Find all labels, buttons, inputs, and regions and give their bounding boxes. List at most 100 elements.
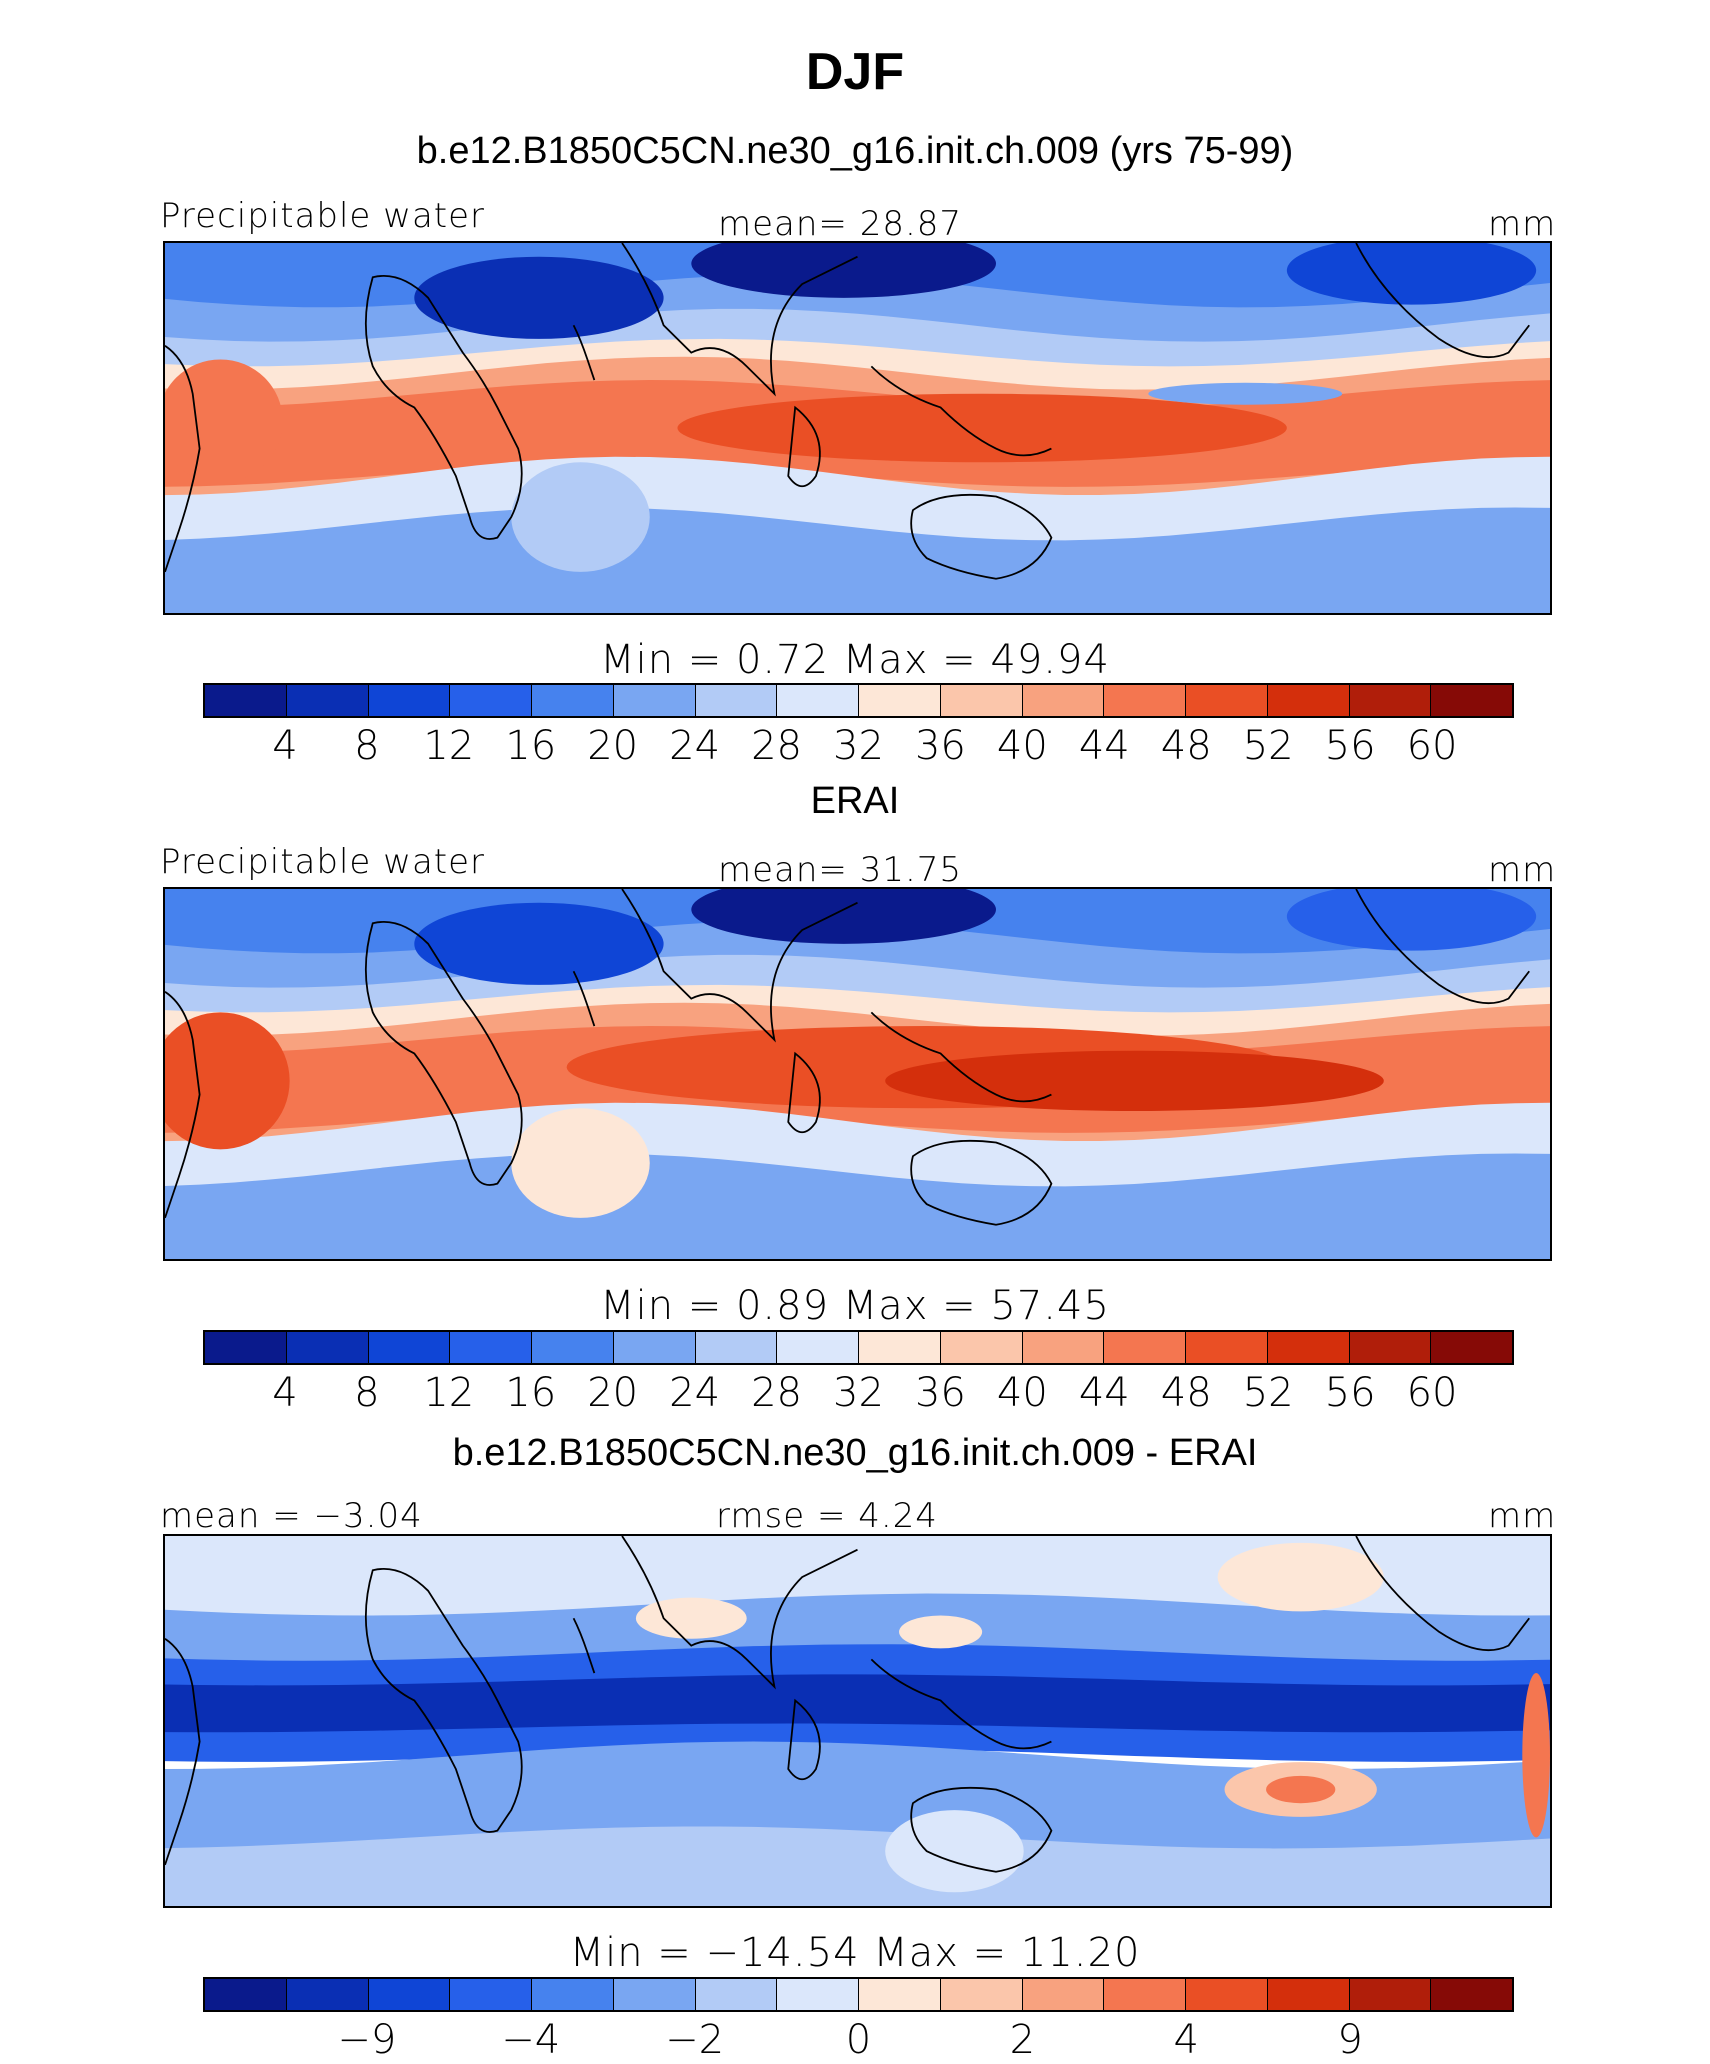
colorbar-tick-label: 44 <box>1078 723 1130 769</box>
colorbar-tick-label: 12 <box>423 723 475 769</box>
colorbar-tick-label: −9 <box>337 2017 397 2063</box>
colorbar-swatch <box>532 1332 614 1363</box>
colorbar-swatch <box>1022 1332 1105 1363</box>
colorbar-tick-label: 28 <box>751 723 803 769</box>
coastline <box>364 921 523 1186</box>
colorbar-swatch <box>1431 1332 1512 1363</box>
colorbar-swatch <box>1349 685 1432 716</box>
colorbar-tick-label: 16 <box>505 723 557 769</box>
colorbar-swatch <box>286 1332 369 1363</box>
contour-blob <box>1286 243 1537 305</box>
panel3-rmse-label: rmse = 4.24 <box>716 1496 938 1536</box>
colorbar-swatch <box>613 1979 696 2010</box>
coastline <box>572 324 596 381</box>
coastline <box>787 1698 821 1781</box>
colorbar-tick-label: 44 <box>1078 1370 1130 1416</box>
panel2-mean-label: mean= 31.75 <box>718 850 963 890</box>
panel2-minmax: Min = 0.89 Max = 57.45 <box>600 1283 1110 1329</box>
colorbar-swatch <box>1186 1332 1268 1363</box>
coastline <box>621 243 858 397</box>
contour-band <box>165 1102 1550 1199</box>
colorbar-tick-label: 4 <box>272 723 298 769</box>
contour-blob <box>691 889 996 944</box>
colorbar-swatch <box>532 1979 614 2010</box>
map-field <box>165 1536 1550 1906</box>
colorbar-tick-label: 12 <box>423 1370 475 1416</box>
coastline <box>364 1568 523 1833</box>
main-title: DJF <box>805 43 905 101</box>
colorbar-tick-label: 52 <box>1242 723 1294 769</box>
coastline <box>165 991 201 1219</box>
colorbar-swatch <box>940 1979 1023 2010</box>
colorbar-tick-label: 0 <box>845 2017 872 2063</box>
colorbar-swatch <box>1349 1332 1432 1363</box>
colorbar-swatch <box>859 685 941 716</box>
colorbar-tick-label: 9 <box>1337 2017 1363 2063</box>
colorbar-swatch <box>1022 685 1105 716</box>
colorbar-swatch <box>695 1979 778 2010</box>
map-field <box>165 243 1550 613</box>
contour-blob <box>1266 1775 1336 1804</box>
colorbar-swatch <box>613 1332 696 1363</box>
coastline <box>910 1139 1053 1226</box>
colorbar-tick-label: 60 <box>1406 1370 1458 1416</box>
coastline <box>870 365 1052 457</box>
panel2-colorbar <box>203 1330 1514 1365</box>
colorbar-tick-label: 48 <box>1160 723 1212 769</box>
panel3-title: b.e12.B1850C5CN.ne30_g16.init.ch.009 - E… <box>452 1432 1258 1474</box>
panel3-minmax: Min = −14.54 Max = 11.20 <box>569 1930 1141 1976</box>
contour-band <box>165 1153 1550 1259</box>
coastline <box>572 1617 596 1674</box>
panel1-variable-label: Precipitable water <box>160 196 486 236</box>
coastline <box>910 493 1053 580</box>
colorbar-swatch <box>1022 1979 1105 2010</box>
colorbar-tick-label: 40 <box>996 1370 1048 1416</box>
colorbar-tick-label: 60 <box>1406 723 1458 769</box>
panel1-title: b.e12.B1850C5CN.ne30_g16.init.ch.009 (yr… <box>416 130 1294 172</box>
colorbar-swatch <box>1267 685 1350 716</box>
colorbar-tick-label: 32 <box>833 1370 884 1416</box>
colorbar-tick-label: −2 <box>665 2017 725 2063</box>
contour-blob <box>691 243 996 298</box>
colorbar-swatch <box>695 1332 778 1363</box>
panel3-mean-label: mean = −3.04 <box>160 1496 423 1536</box>
colorbar-tick-label: 52 <box>1242 1370 1294 1416</box>
colorbar-tick-label: 16 <box>505 1370 557 1416</box>
coastline <box>787 1051 821 1134</box>
colorbar-swatch <box>205 685 287 716</box>
colorbar-swatch <box>1104 1979 1186 2010</box>
coastline <box>165 1638 201 1866</box>
colorbar-swatch <box>777 685 859 716</box>
contour-blob <box>899 1615 983 1649</box>
colorbar-tick-label: 56 <box>1324 1370 1376 1416</box>
colorbar-tick-label: 24 <box>669 723 721 769</box>
colorbar-tick-label: 4 <box>1173 2017 1199 2063</box>
colorbar-swatch <box>695 685 778 716</box>
colorbar-tick-label: −4 <box>501 2017 561 2063</box>
contour-blob <box>885 1050 1384 1111</box>
contour-blob <box>414 256 664 339</box>
colorbar-swatch <box>532 685 614 716</box>
coastline <box>1355 889 1530 1005</box>
coastline <box>621 1536 858 1690</box>
colorbar-swatch <box>1104 1332 1186 1363</box>
colorbar-swatch <box>940 1332 1023 1363</box>
colorbar-swatch <box>1186 1979 1268 2010</box>
colorbar-swatch <box>368 1332 451 1363</box>
contour-blob <box>165 359 283 483</box>
colorbar-tick-label: 8 <box>354 1370 380 1416</box>
contour-band <box>165 1674 1550 1733</box>
colorbar-tick-label: 24 <box>669 1370 721 1416</box>
coastline <box>910 1786 1053 1873</box>
contour-blob <box>1148 382 1343 405</box>
colorbar-swatch <box>205 1979 287 2010</box>
contour-blob <box>635 1597 747 1639</box>
coastline <box>621 889 858 1043</box>
map-field <box>165 889 1550 1259</box>
coastline <box>870 1011 1052 1103</box>
colorbar-swatch <box>777 1979 859 2010</box>
colorbar-swatch <box>286 1979 369 2010</box>
contour-blob <box>511 1108 650 1218</box>
colorbar-tick-label: 36 <box>914 723 966 769</box>
colorbar-swatch <box>450 1979 532 2010</box>
